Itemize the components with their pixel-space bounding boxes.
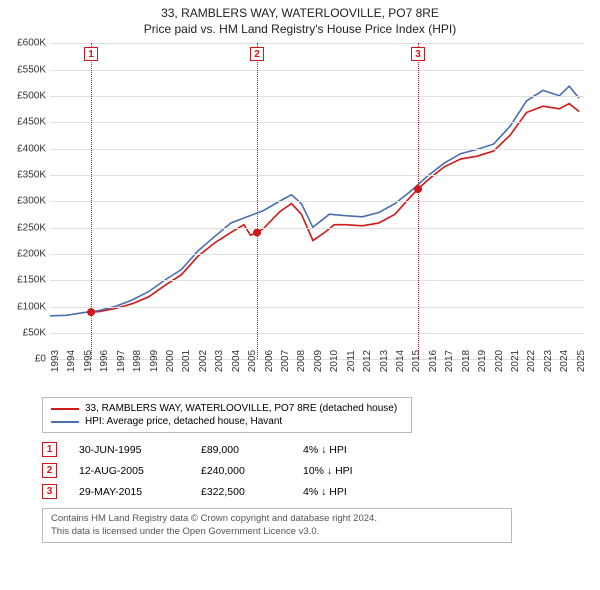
y-tick-label: £600K: [17, 38, 46, 49]
grid-line: [50, 149, 584, 150]
y-tick-label: £400K: [17, 143, 46, 154]
x-tick-label: 2000: [165, 350, 176, 372]
legend-swatch: [51, 421, 79, 423]
x-tick-label: 2012: [362, 350, 373, 372]
x-tick-label: 1995: [83, 350, 94, 372]
x-tick-label: 2021: [510, 350, 521, 372]
x-tick-label: 2004: [231, 350, 242, 372]
legend-label: HPI: Average price, detached house, Hava…: [85, 416, 282, 427]
x-tick-label: 2002: [198, 350, 209, 372]
x-tick-label: 1996: [99, 350, 110, 372]
grid-line: [50, 43, 584, 44]
x-tick-label: 2008: [296, 350, 307, 372]
event-price: £89,000: [201, 444, 281, 456]
x-tick-label: 2023: [543, 350, 554, 372]
attribution-line-2: This data is licensed under the Open Gov…: [51, 526, 503, 538]
y-tick-label: £350K: [17, 169, 46, 180]
event-number: 1: [42, 442, 57, 457]
x-tick-label: 1999: [149, 350, 160, 372]
plot-area: 1 2 3: [50, 43, 584, 359]
x-tick-label: 2016: [428, 350, 439, 372]
y-tick-label: £550K: [17, 64, 46, 75]
grid-line: [50, 122, 584, 123]
grid-line: [50, 228, 584, 229]
events-table: 1 30-JUN-1995 £89,000 4% ↓ HPI 2 12-AUG-2005 £…: [42, 439, 592, 502]
grid-line: [50, 70, 584, 71]
chart-container: 33, RAMBLERS WAY, WATERLOOVILLE, PO7 8RE…: [0, 0, 600, 590]
event-date: 12-AUG-2005: [79, 465, 179, 477]
grid-line: [50, 201, 584, 202]
event-marker: 2: [250, 47, 264, 61]
title-line-2: Price paid vs. HM Land Registry's House …: [8, 22, 592, 38]
event-vline: [257, 43, 258, 359]
x-tick-label: 2010: [329, 350, 340, 372]
event-number: 2: [42, 463, 57, 478]
legend-swatch: [51, 408, 79, 410]
y-tick-label: £100K: [17, 301, 46, 312]
event-diff: 4% ↓ HPI: [303, 444, 393, 456]
y-tick-label: £50K: [23, 327, 46, 338]
event-row: 1 30-JUN-1995 £89,000 4% ↓ HPI: [42, 439, 592, 460]
x-tick-label: 2005: [247, 350, 258, 372]
legend-label: 33, RAMBLERS WAY, WATERLOOVILLE, PO7 8RE…: [85, 403, 397, 414]
x-tick-label: 1994: [66, 350, 77, 372]
grid-line: [50, 175, 584, 176]
event-date: 29-MAY-2015: [79, 486, 179, 498]
event-number: 3: [42, 484, 57, 499]
x-tick-label: 2011: [346, 350, 357, 372]
x-tick-label: 2001: [181, 350, 192, 372]
x-tick-label: 2024: [559, 350, 570, 372]
grid-line: [50, 307, 584, 308]
x-tick-label: 2018: [461, 350, 472, 372]
title-line-1: 33, RAMBLERS WAY, WATERLOOVILLE, PO7 8RE: [8, 6, 592, 22]
grid-line: [50, 333, 584, 334]
x-axis: 1993199419951996199719981999200020012002…: [50, 359, 584, 393]
grid-line: [50, 96, 584, 97]
attribution-box: Contains HM Land Registry data © Crown c…: [42, 508, 512, 543]
x-tick-label: 1993: [50, 350, 61, 372]
x-tick-label: 2025: [576, 350, 587, 372]
x-tick-label: 2015: [411, 350, 422, 372]
y-tick-label: £300K: [17, 196, 46, 207]
event-marker: 1: [84, 47, 98, 61]
event-date: 30-JUN-1995: [79, 444, 179, 456]
event-price: £240,000: [201, 465, 281, 477]
x-tick-label: 2017: [444, 350, 455, 372]
title-block: 33, RAMBLERS WAY, WATERLOOVILLE, PO7 8RE…: [8, 6, 592, 37]
event-vline: [91, 43, 92, 359]
grid-line: [50, 280, 584, 281]
x-tick-label: 1997: [116, 350, 127, 372]
event-row: 3 29-MAY-2015 £322,500 4% ↓ HPI: [42, 481, 592, 502]
event-marker: 3: [411, 47, 425, 61]
x-tick-label: 2007: [280, 350, 291, 372]
event-diff: 4% ↓ HPI: [303, 486, 393, 498]
x-tick-label: 2003: [214, 350, 225, 372]
chart-area: £0£50K£100K£150K£200K£250K£300K£350K£400…: [50, 43, 584, 393]
x-tick-label: 2014: [395, 350, 406, 372]
y-tick-label: £450K: [17, 117, 46, 128]
y-axis: £0£50K£100K£150K£200K£250K£300K£350K£400…: [8, 43, 48, 359]
event-vline: [418, 43, 419, 359]
x-tick-label: 2006: [264, 350, 275, 372]
event-row: 2 12-AUG-2005 £240,000 10% ↓ HPI: [42, 460, 592, 481]
y-tick-label: £0: [35, 354, 46, 365]
x-tick-label: 2020: [494, 350, 505, 372]
attribution-line-1: Contains HM Land Registry data © Crown c…: [51, 513, 503, 525]
event-price: £322,500: [201, 486, 281, 498]
y-tick-label: £200K: [17, 248, 46, 259]
x-tick-label: 1998: [132, 350, 143, 372]
y-tick-label: £250K: [17, 222, 46, 233]
legend-box: 33, RAMBLERS WAY, WATERLOOVILLE, PO7 8RE…: [42, 397, 412, 433]
y-tick-label: £150K: [17, 275, 46, 286]
x-tick-label: 2019: [477, 350, 488, 372]
x-tick-label: 2009: [313, 350, 324, 372]
x-tick-label: 2022: [526, 350, 537, 372]
grid-line: [50, 254, 584, 255]
y-tick-label: £500K: [17, 90, 46, 101]
x-tick-label: 2013: [379, 350, 390, 372]
legend-item: HPI: Average price, detached house, Hava…: [51, 415, 403, 428]
event-diff: 10% ↓ HPI: [303, 465, 393, 477]
legend-item: 33, RAMBLERS WAY, WATERLOOVILLE, PO7 8RE…: [51, 402, 403, 415]
